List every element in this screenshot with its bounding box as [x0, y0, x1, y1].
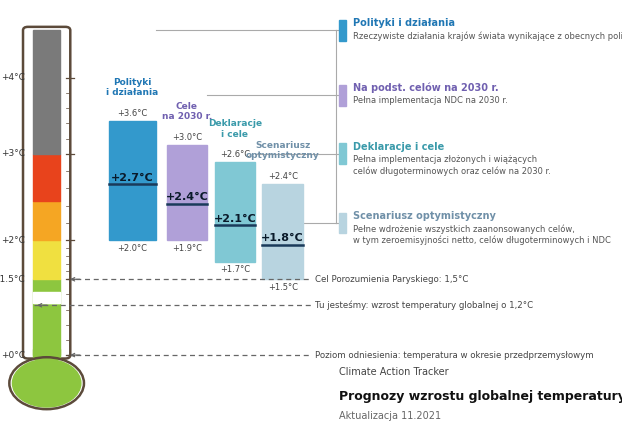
Text: Cel Porozumienia Paryskiego: 1,5°C: Cel Porozumienia Paryskiego: 1,5°C [315, 275, 468, 284]
Text: Rzeczywiste działania krajów świata wynikające z obecnych polityk: Rzeczywiste działania krajów świata wyni… [353, 31, 622, 41]
Text: Polityki
i działania: Polityki i działania [106, 78, 159, 97]
Text: +0°C: +0°C [1, 351, 25, 359]
Bar [33, 30, 60, 154]
Text: Scenariusz
optymistyczny: Scenariusz optymistyczny [246, 141, 320, 160]
Text: Climate Action Tracker: Climate Action Tracker [339, 367, 448, 377]
Bar [339, 143, 346, 164]
Bar [109, 121, 156, 240]
Text: +1.5°C: +1.5°C [267, 283, 298, 292]
Text: +1.8°C: +1.8°C [261, 233, 304, 243]
Text: +1.5°C: +1.5°C [0, 275, 25, 284]
Text: +1.7°C: +1.7°C [220, 265, 250, 275]
Text: Tu jesteśmy: wzrost temperatury globalnej o 1,2°C: Tu jesteśmy: wzrost temperatury globalne… [315, 301, 533, 310]
Text: +4°C: +4°C [1, 74, 25, 82]
Text: Polityki i działania: Polityki i działania [353, 18, 455, 28]
Bar [262, 184, 303, 279]
Text: +3.6°C: +3.6°C [117, 109, 147, 118]
Text: +2.7°C: +2.7°C [111, 173, 154, 183]
Text: Na podst. celów na 2030 r.: Na podst. celów na 2030 r. [353, 83, 498, 93]
Text: Poziom odniesienia: temperatura w okresie przedprzemysłowym: Poziom odniesienia: temperatura w okresi… [315, 351, 593, 359]
Text: Pełna implementacja NDC na 2030 r.: Pełna implementacja NDC na 2030 r. [353, 96, 508, 105]
Text: +3.0°C: +3.0°C [172, 132, 202, 142]
Text: +2.4°C: +2.4°C [267, 171, 298, 181]
Text: +2.4°C: +2.4°C [165, 192, 208, 202]
FancyBboxPatch shape [23, 27, 70, 359]
Text: +3°C: +3°C [1, 149, 25, 158]
Text: Pełna implementacja złożonych i wiążących
celów długoterminowych oraz celów na 2: Pełna implementacja złożonych i wiążącyc… [353, 155, 550, 175]
Text: +2.6°C: +2.6°C [220, 150, 250, 159]
Circle shape [12, 359, 81, 407]
Text: Deklaracje
i cele: Deklaracje i cele [208, 119, 262, 139]
Text: +2.1°C: +2.1°C [213, 214, 256, 224]
Bar [33, 154, 60, 201]
Text: Scenariusz optymistyczny: Scenariusz optymistyczny [353, 211, 496, 221]
Text: Pełne wdrożenie wszystkich zaanonsowanych celów,
w tym zeroemisyjności netto, ce: Pełne wdrożenie wszystkich zaanonsowanyc… [353, 224, 611, 245]
Bar [339, 20, 346, 41]
Bar [33, 240, 60, 279]
Bar [215, 162, 255, 262]
Bar [34, 295, 60, 303]
Text: Aktualizacja 11.2021: Aktualizacja 11.2021 [339, 411, 441, 421]
Bar [33, 292, 60, 303]
Bar [33, 279, 60, 355]
Text: +2°C: +2°C [1, 236, 25, 245]
Text: Cele
na 2030 r.: Cele na 2030 r. [162, 102, 212, 121]
Text: +2.0°C: +2.0°C [117, 244, 147, 253]
Bar [33, 349, 60, 359]
Text: Deklaracje i cele: Deklaracje i cele [353, 142, 444, 152]
Text: Prognozy wzrostu globalnej temperatury do 2100 r.: Prognozy wzrostu globalnej temperatury d… [339, 390, 622, 403]
Text: +1.9°C: +1.9°C [172, 244, 202, 253]
Bar [339, 85, 346, 106]
Bar [33, 201, 60, 240]
Bar [339, 213, 346, 233]
Bar [167, 145, 207, 240]
